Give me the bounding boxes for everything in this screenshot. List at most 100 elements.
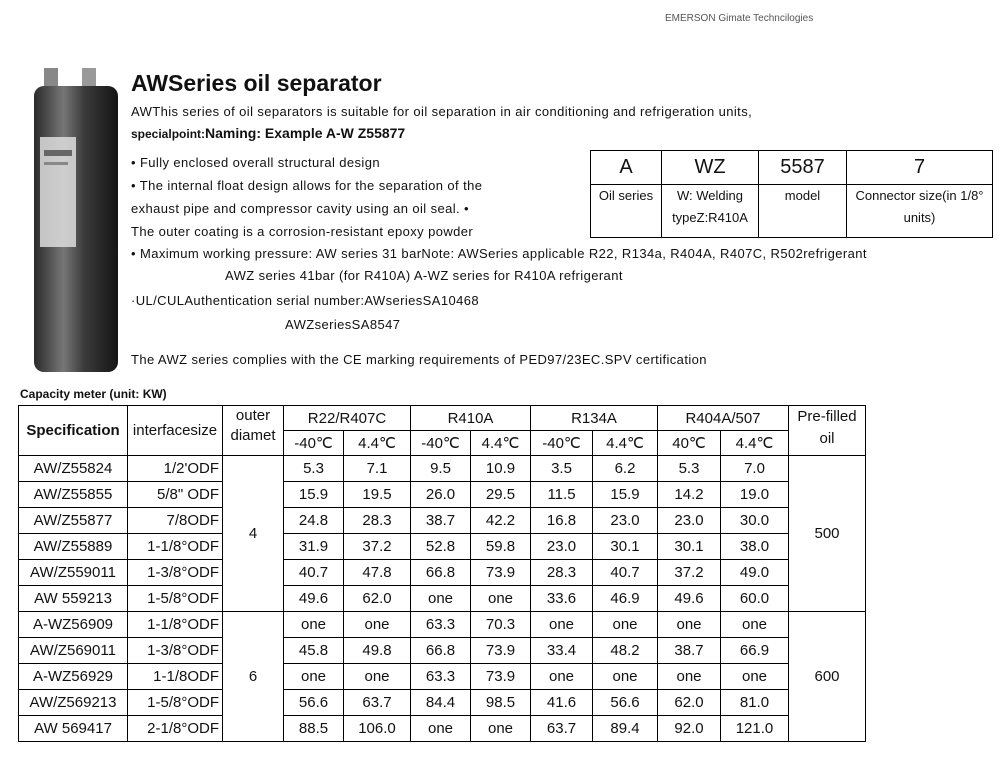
data-row: AW/Z55855 5/8" ODF 15.9 19.5 26.0 29.5 11.5 15.… — [18, 481, 866, 508]
naming-example: Naming: Example A-W Z55877 — [205, 125, 406, 141]
capacity-label: Capacity meter (unit: KW) — [20, 387, 167, 401]
feature-line: AWZ series 41bar (for R410A) A-WZ series… — [225, 268, 623, 283]
interface-cell: 1-1/8°ODF — [127, 611, 223, 638]
intro-text: AWThis series of oil separators is suita… — [131, 104, 753, 119]
value-cell: 88.5 — [283, 715, 344, 742]
value-cell: 40.7 — [283, 559, 344, 586]
value-cell: 37.2 — [343, 533, 411, 560]
data-row: AW 559213 1-5/8°ODF 49.6 62.0 one one 33.6 46.9… — [18, 585, 866, 612]
value-cell: one — [283, 611, 344, 638]
spec-cell: AW/Z559011 — [18, 559, 128, 586]
value-cell: 49.0 — [720, 559, 789, 586]
value-cell: 66.8 — [410, 637, 471, 664]
value-cell: 30.1 — [592, 533, 658, 560]
value-cell: one — [657, 663, 721, 690]
meaning-cell: Connector size(in 1/8° units) — [846, 184, 993, 238]
interface-cell: 1-5/8°ODF — [127, 585, 223, 612]
value-cell: 66.8 — [410, 559, 471, 586]
subheader-cell: -40℃ — [410, 430, 471, 456]
header-cell: R134A — [530, 405, 658, 431]
spec-cell: AW/Z55889 — [18, 533, 128, 560]
value-cell: 31.9 — [283, 533, 344, 560]
feature-line: ·UL/CULAuthentication serial number:AWse… — [131, 293, 479, 308]
spec-cell: AW/Z569011 — [18, 637, 128, 664]
value-cell: 23.0 — [530, 533, 593, 560]
feature-line: • Maximum working pressure: AW series 31… — [131, 246, 867, 261]
brand: EMERSON Gimate Techncilogies — [665, 13, 814, 24]
value-cell: one — [283, 663, 344, 690]
code-cell: A — [590, 150, 662, 185]
spec-cell: AW/Z55824 — [18, 455, 128, 482]
value-cell: 16.8 — [530, 507, 593, 534]
value-cell: 38.0 — [720, 533, 789, 560]
interface-cell: 2-1/8°ODF — [127, 715, 223, 742]
value-cell: 29.5 — [470, 481, 531, 508]
value-cell: 73.9 — [470, 559, 531, 586]
data-row: AW/Z569011 1-3/8°ODF 45.8 49.8 66.8 73.9 33.4 4… — [18, 637, 866, 664]
value-cell: 33.6 — [530, 585, 593, 612]
interface-cell: 7/8ODF — [127, 507, 223, 534]
oil-cell: 500 — [788, 455, 866, 612]
outer-diameter-cell: 4 — [222, 455, 284, 612]
code-cell: WZ — [661, 150, 759, 185]
value-cell: one — [657, 611, 721, 638]
value-cell: 49.6 — [283, 585, 344, 612]
spec-cell: AW 559213 — [18, 585, 128, 612]
value-cell: 106.0 — [343, 715, 411, 742]
header-cell: R22/R407C — [283, 405, 411, 431]
value-cell: 28.3 — [530, 559, 593, 586]
value-cell: 30.1 — [657, 533, 721, 560]
value-cell: one — [410, 715, 471, 742]
subheader-cell: 4.4℃ — [592, 430, 658, 456]
value-cell: 11.5 — [530, 481, 593, 508]
value-cell: 63.3 — [410, 663, 471, 690]
data-row: AW/Z559011 1-3/8°ODF 40.7 47.8 66.8 73.9 28.3 4… — [18, 559, 866, 586]
value-cell: one — [592, 611, 658, 638]
value-cell: 42.2 — [470, 507, 531, 534]
capacity-table: Specification interfacesize outer diamet R2… — [18, 405, 866, 742]
value-cell: 23.0 — [657, 507, 721, 534]
value-cell: 15.9 — [283, 481, 344, 508]
header-cell: R410A — [410, 405, 531, 431]
header-row: Specification interfacesize outer diamet R2… — [18, 405, 866, 456]
value-cell: 84.4 — [410, 689, 471, 716]
value-cell: one — [410, 585, 471, 612]
outer-diameter-cell: 6 — [222, 611, 284, 742]
value-cell: 5.3 — [657, 455, 721, 482]
value-cell: one — [720, 663, 789, 690]
value-cell: 26.0 — [410, 481, 471, 508]
value-cell: 56.6 — [283, 689, 344, 716]
data-row: AW/Z55877 7/8ODF 24.8 28.3 38.7 42.2 16.8 23.0 2… — [18, 507, 866, 534]
subheader-cell: 4.4℃ — [470, 430, 531, 456]
value-cell: 3.5 — [530, 455, 593, 482]
meaning-cell: model — [758, 184, 847, 238]
data-row: AW/Z55889 1-1/8°ODF 31.9 37.2 52.8 59.8 23.0 30… — [18, 533, 866, 560]
feature-line: The outer coating is a corrosion-resista… — [131, 224, 474, 239]
value-cell: 56.6 — [592, 689, 658, 716]
meaning-cell: Oil series — [590, 184, 662, 238]
value-cell: 37.2 — [657, 559, 721, 586]
value-cell: 52.8 — [410, 533, 471, 560]
header-cell: Pre-filled oil — [788, 405, 866, 456]
oil-cell: 600 — [788, 611, 866, 742]
value-cell: 23.0 — [592, 507, 658, 534]
header-cell: Specification — [18, 405, 128, 456]
title: AWSeries oil separator — [131, 70, 382, 96]
value-cell: 38.7 — [410, 507, 471, 534]
interface-cell: 1-3/8°ODF — [127, 637, 223, 664]
interface-cell: 1-5/8°ODF — [127, 689, 223, 716]
value-cell: 60.0 — [720, 585, 789, 612]
value-cell: 40.7 — [592, 559, 658, 586]
value-cell: 49.8 — [343, 637, 411, 664]
interface-cell: 1-1/8ODF — [127, 663, 223, 690]
subheader-cell: -40℃ — [530, 430, 593, 456]
value-cell: 15.9 — [592, 481, 658, 508]
meaning-row: Oil series W: Welding typeZ:R410A model Con… — [590, 184, 993, 238]
value-cell: 48.2 — [592, 637, 658, 664]
spec-cell: AW 569417 — [18, 715, 128, 742]
data-row: AW/Z569213 1-5/8°ODF 56.6 63.7 84.4 98.5 41.6 5… — [18, 689, 866, 716]
naming-table: A WZ 5587 7 Oil series W: Welding typeZ:R410A… — [590, 150, 993, 238]
value-cell: one — [470, 715, 531, 742]
value-cell: 5.3 — [283, 455, 344, 482]
